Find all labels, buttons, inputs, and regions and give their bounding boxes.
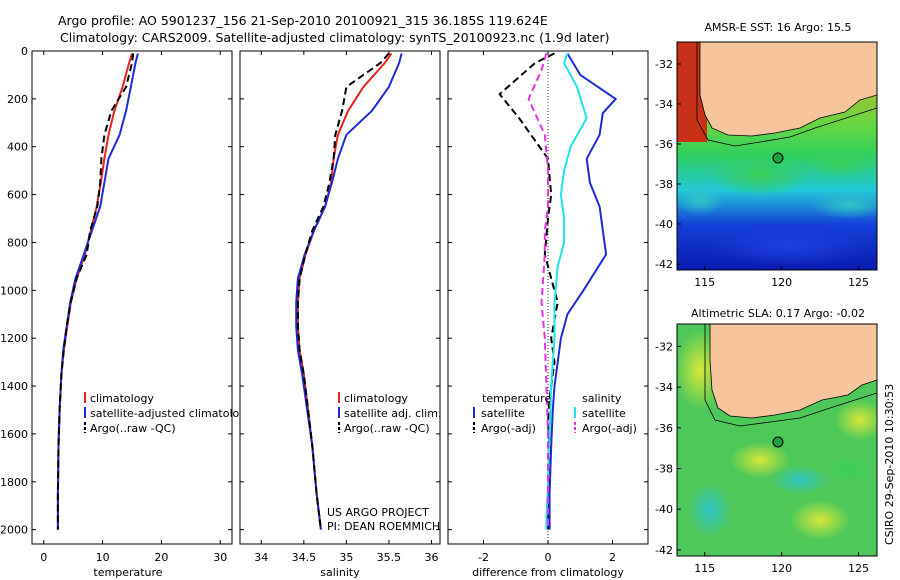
depth-tick-label: 1600 <box>0 428 28 441</box>
temperature-x-axis: 0 10 20 30 <box>40 51 227 564</box>
x-tick-label: 36 <box>424 551 438 564</box>
legend-label-sal-satellite: satellite <box>582 407 626 420</box>
series-argo-raw-qc- <box>56 53 135 530</box>
legend-label-argo: Argo(..raw -QC) <box>344 422 430 435</box>
depth-tick-label: 1800 <box>0 476 28 489</box>
legend-label-satellite: satellite-adjusted climatology <box>90 407 253 420</box>
sla-map-frame <box>676 323 878 557</box>
lat-tick-label: -36 <box>655 138 673 151</box>
sst-lon-axis: 115 120 125 <box>694 266 869 289</box>
series-temperature-argo-adj- <box>498 52 559 530</box>
depth-tick-label: 400 <box>7 141 28 154</box>
sla-float-marker <box>772 436 784 448</box>
legend-label-sal-argo: Argo(-adj) <box>582 422 637 435</box>
sst-map-frame <box>676 41 878 271</box>
lat-tick-label: -38 <box>655 462 673 475</box>
difference-x-axis: -2 0 2 <box>448 50 648 564</box>
legend-label-climatology: climatology <box>90 392 154 405</box>
depth-tick-label: 600 <box>7 189 28 202</box>
series-salinity-satellite <box>545 53 588 530</box>
x-tick-label: 20 <box>154 551 168 564</box>
legend-label-temp-satellite: satellite <box>481 407 525 420</box>
lat-tick-label: -42 <box>655 544 673 557</box>
depth-axis: 0 200 400 600 800 1000 1200 1400 1600 1800 2000 <box>0 45 232 537</box>
project-line2: PI: DEAN ROEMMICH <box>327 520 440 533</box>
temperature-legend: climatology satellite-adjusted climatolo… <box>84 392 253 435</box>
x-tick-label: 35.5 <box>377 551 402 564</box>
x-tick-label: 35 <box>339 551 353 564</box>
legend-label-climatology: climatology <box>344 392 408 405</box>
sst-float-marker <box>772 152 784 164</box>
temperature-panel: 0 200 400 600 800 1000 1200 1400 1600 1800 2000 0 1… <box>0 45 253 579</box>
x-tick-label: 0 <box>40 551 47 564</box>
difference-legend: temperature satellite Argo(-adj) salinit… <box>473 392 637 435</box>
depth-tick-label: 800 <box>7 236 28 249</box>
series-satellite-adj-clim- <box>295 53 403 530</box>
project-line1: US ARGO PROJECT <box>327 506 429 519</box>
lat-tick-label: -34 <box>655 381 673 394</box>
lon-tick-label: 120 <box>771 276 792 289</box>
depth-tick-label: 1400 <box>0 380 28 393</box>
depth-tick-label: 1200 <box>0 332 28 345</box>
difference-xlabel: difference from climatology <box>472 566 624 579</box>
temperature-axes-frame <box>31 50 233 545</box>
legend-label-satellite: satellite adj. clim. <box>344 407 441 420</box>
lat-tick-label: -40 <box>655 218 673 231</box>
x-tick-label: -2 <box>478 551 489 564</box>
lon-tick-label: 125 <box>848 276 869 289</box>
temperature-xlabel: temperature <box>93 566 162 579</box>
x-tick-label: 34.5 <box>292 551 317 564</box>
lat-tick-label: -40 <box>655 503 673 516</box>
series-argo-raw-qc- <box>296 52 390 530</box>
lat-tick-label: -42 <box>655 258 673 271</box>
sla-map-title: Altimetric SLA: 0.17 Argo: -0.02 <box>691 307 865 320</box>
x-tick-label: 30 <box>213 551 227 564</box>
x-tick-label: 10 <box>96 551 110 564</box>
figure-title-line1: Argo profile: AO 5901237_156 21-Sep-2010… <box>58 13 548 28</box>
figure-title-line2: Climatology: CARS2009. Satellite-adjuste… <box>60 30 610 45</box>
depth-tick-label: 0 <box>21 45 28 58</box>
difference-panel: -2 0 2 difference from climatology tempera… <box>447 50 649 579</box>
lat-tick-label: -38 <box>655 178 673 191</box>
lat-tick-label: -34 <box>655 98 673 111</box>
salinity-legend: climatology satellite adj. clim. Argo(..… <box>338 392 441 435</box>
x-tick-label: 2 <box>609 551 616 564</box>
sla-map: Altimetric SLA: 0.17 Argo: -0.02 -32-34-… <box>655 307 878 575</box>
legend-label-temp-argo: Argo(-adj) <box>481 422 536 435</box>
salinity-axes-frame <box>239 50 441 545</box>
lat-tick-label: -32 <box>655 58 673 71</box>
salinity-panel: 34 34.5 35 35.5 36 salinity climatology sate… <box>239 50 441 579</box>
sla-lon-axis: 115 120 125 <box>694 552 869 575</box>
x-tick-label: 0 <box>545 551 552 564</box>
credit-stamp: CSIRO 29-Sep-2010 10:30:53 <box>883 384 896 545</box>
lon-tick-label: 125 <box>848 562 869 575</box>
salinity-x-axis: 34 34.5 35 35.5 36 <box>240 50 440 564</box>
lat-tick-label: -36 <box>655 422 673 435</box>
sla-lat-axis: -32 -34 -36 -38 -40 -42 <box>655 340 681 557</box>
lon-tick-label: 115 <box>694 562 715 575</box>
sst-lat-axis: -32 -34 -36 -38 -40 -42 <box>655 58 681 271</box>
salinity-xlabel: salinity <box>320 566 360 579</box>
sst-map: AMSR-E SST: 16 Argo: 15.5 -32 -34 -36 -38 -4… <box>655 21 878 289</box>
lat-tick-label: -32 <box>655 340 673 353</box>
x-tick-label: 34 <box>254 551 268 564</box>
series-temperature-satellite <box>548 52 617 530</box>
lon-tick-label: 120 <box>771 562 792 575</box>
sst-map-title: AMSR-E SST: 16 Argo: 15.5 <box>704 21 851 34</box>
depth-tick-label: 1000 <box>0 284 28 297</box>
lon-tick-label: 115 <box>694 276 715 289</box>
legend-group-salinity: salinity <box>582 392 622 405</box>
legend-label-argo: Argo(..raw -QC) <box>90 422 176 435</box>
depth-tick-label: 200 <box>7 93 28 106</box>
legend-group-temperature: temperature <box>482 392 551 405</box>
depth-tick-label: 2000 <box>0 524 28 537</box>
